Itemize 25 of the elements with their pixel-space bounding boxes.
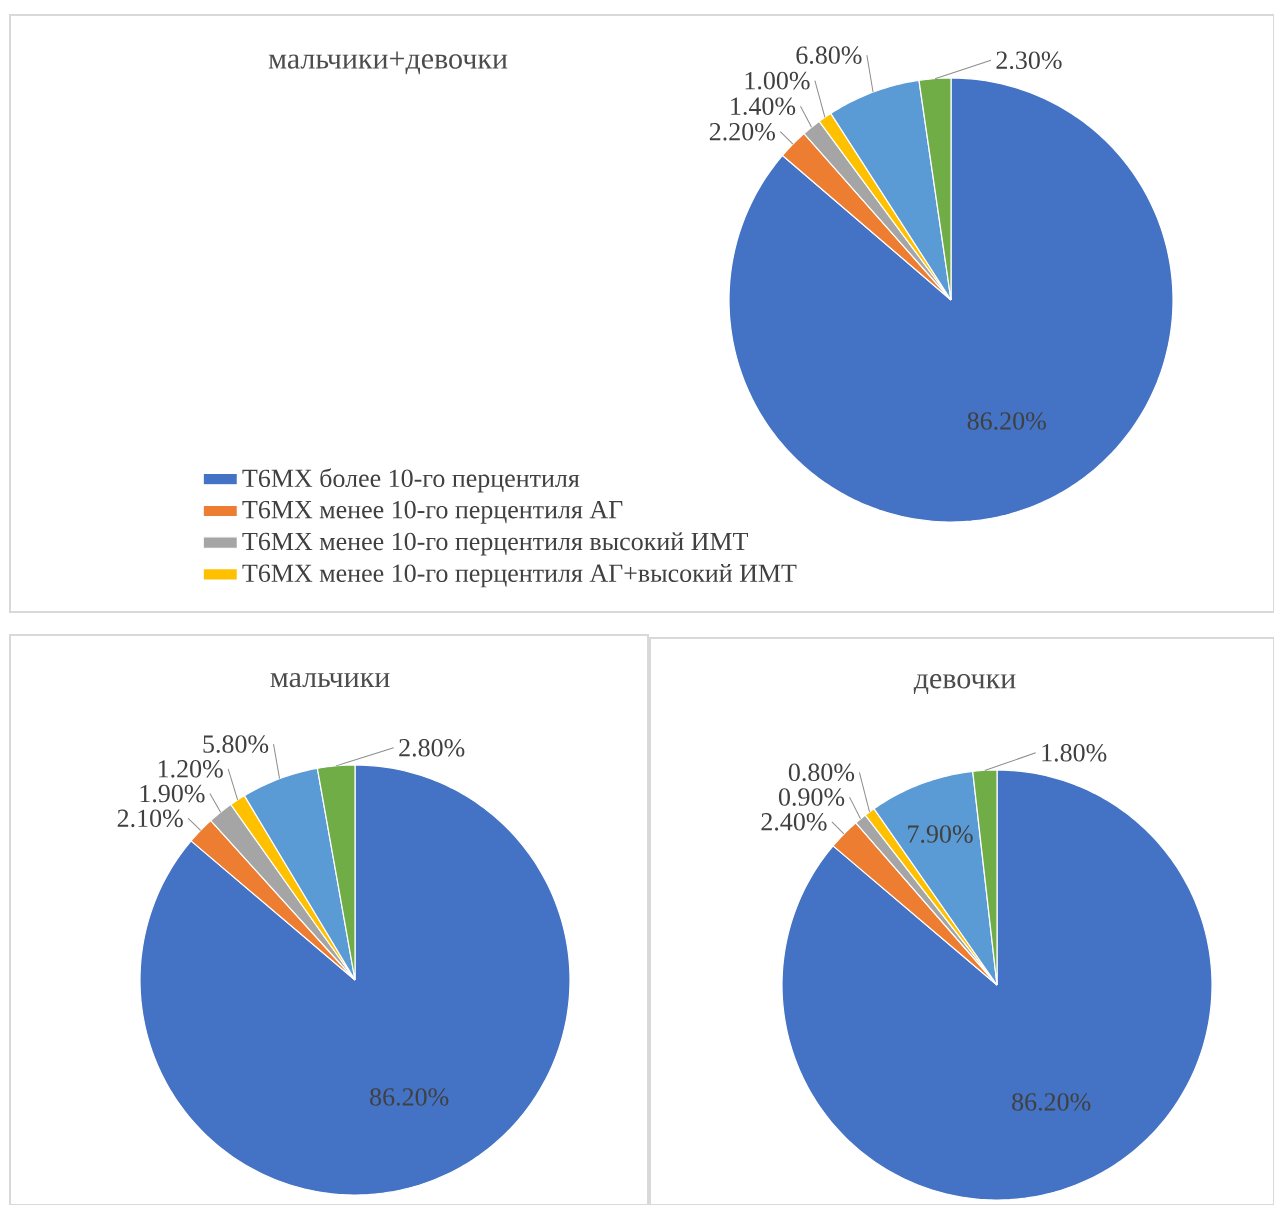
data-label: 2.10% bbox=[117, 809, 183, 828]
data-label: 86.20% bbox=[1012, 1093, 1091, 1111]
data-label: 1.80% bbox=[1042, 743, 1107, 762]
data-label: 2.30% bbox=[996, 51, 1062, 70]
legend-label: Т6МХ более 10-го перцентиля bbox=[242, 468, 580, 493]
data-label: 0.90% bbox=[778, 788, 845, 806]
data-label: 6.80% bbox=[796, 46, 862, 64]
data-label: 0.80% bbox=[788, 763, 855, 782]
data-label: 2.40% bbox=[761, 813, 827, 831]
chart-title: девочки bbox=[913, 674, 1016, 694]
legend-label: Т6МХ менее 10-го перцентиля АГ+высокий ИМТ bbox=[242, 563, 797, 588]
legend-label: Т6МХ менее 10-го перцентиля высокий ИМТ bbox=[242, 532, 749, 556]
data-label: 1.00% bbox=[745, 71, 810, 90]
data-label: 5.80% bbox=[203, 735, 269, 753]
data-label: 7.90% bbox=[908, 825, 973, 843]
data-label: 2.80% bbox=[399, 738, 465, 757]
data-label: 2.20% bbox=[709, 122, 775, 141]
chart-title: мальчики+девочки bbox=[268, 51, 508, 75]
data-label: 86.20% bbox=[967, 412, 1046, 430]
chart-title: мальчики bbox=[270, 672, 390, 688]
data-label: 1.20% bbox=[158, 760, 223, 778]
data-label: 1.40% bbox=[731, 97, 796, 116]
data-label: 86.20% bbox=[370, 1088, 449, 1106]
data-label: 1.90% bbox=[140, 784, 205, 803]
legend-label: Т6МХ менее 10-го перцентиля АГ bbox=[242, 500, 623, 524]
